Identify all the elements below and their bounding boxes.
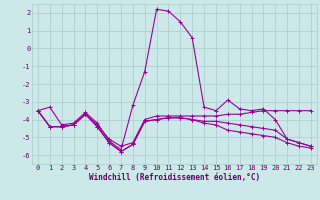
X-axis label: Windchill (Refroidissement éolien,°C): Windchill (Refroidissement éolien,°C) — [89, 173, 260, 182]
